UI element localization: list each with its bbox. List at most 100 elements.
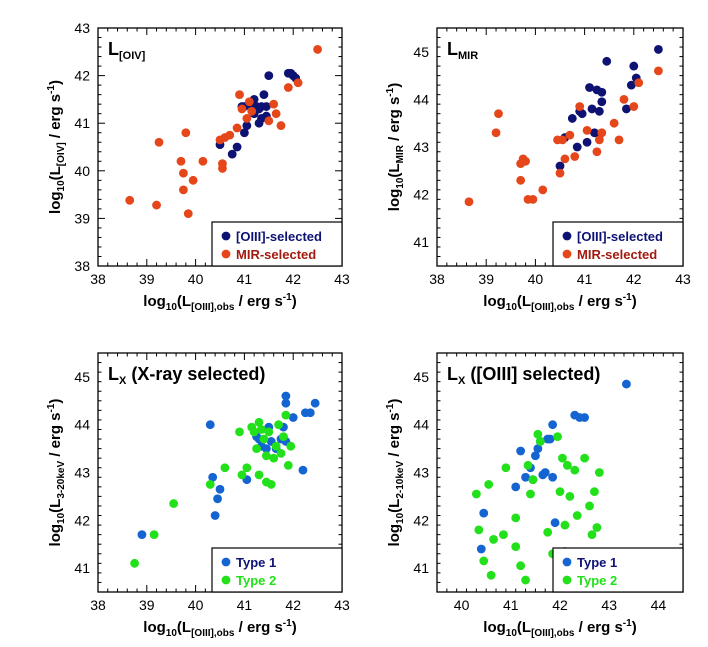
data-point — [587, 530, 597, 540]
data-point — [235, 427, 244, 437]
data-point — [279, 432, 288, 442]
data-point — [585, 501, 594, 511]
data-point — [548, 472, 558, 482]
x-tick-label: 42 — [285, 271, 301, 287]
data-point — [533, 429, 543, 439]
data-point — [169, 499, 179, 508]
legend-marker — [221, 231, 231, 241]
data-point — [283, 83, 293, 92]
x-tick-label: 39 — [478, 271, 494, 287]
data-point — [205, 420, 215, 430]
x-tick-label: 43 — [334, 271, 350, 287]
y-axis-label: log10(L[OIV] / erg s-1) — [46, 80, 67, 214]
x-tick-label: 43 — [334, 597, 350, 613]
data-point — [560, 154, 570, 164]
legend: Type 1 Type 2 — [211, 547, 343, 593]
data-point — [587, 104, 597, 114]
data-point — [152, 200, 161, 210]
data-point — [629, 61, 639, 71]
data-point — [602, 56, 612, 66]
data-point — [271, 109, 281, 119]
data-point — [476, 544, 486, 554]
data-point — [205, 480, 215, 489]
legend-label: MIR-selected — [236, 247, 316, 262]
data-point — [491, 128, 501, 138]
data-point — [582, 137, 592, 147]
data-point — [198, 156, 208, 166]
data-point — [281, 391, 291, 401]
data-point — [622, 379, 631, 389]
data-point — [218, 164, 227, 173]
x-tick-label: 43 — [675, 271, 691, 287]
data-point — [288, 413, 298, 422]
data-point — [276, 448, 286, 458]
legend-box — [552, 221, 684, 267]
data-point — [511, 542, 521, 551]
legend-marker — [562, 575, 572, 585]
data-point — [259, 90, 269, 100]
data-point — [528, 475, 538, 485]
data-point — [594, 468, 604, 477]
data-point — [244, 97, 254, 107]
data-point — [179, 168, 188, 178]
data-point — [540, 468, 550, 477]
x-tick-label: 41 — [503, 597, 519, 613]
y-tick-label: 41 — [74, 560, 90, 576]
x-axis-label: log10(L[OIII],obs / erg s-1) — [143, 292, 296, 313]
data-point — [130, 558, 140, 568]
data-point — [276, 121, 286, 130]
data-point — [629, 102, 639, 111]
data-point — [310, 398, 320, 408]
data-point — [247, 106, 257, 116]
data-point — [293, 78, 303, 88]
legend-label: Type 1 — [577, 555, 617, 570]
data-point — [240, 128, 249, 138]
data-point — [298, 465, 308, 475]
data-point — [252, 444, 261, 453]
x-tick-label: 42 — [552, 597, 568, 613]
data-point — [575, 102, 585, 111]
data-point — [516, 446, 526, 456]
series-2 — [130, 410, 296, 568]
data-point — [501, 463, 511, 473]
data-point — [261, 444, 271, 453]
data-point — [235, 90, 244, 100]
data-point — [511, 482, 521, 492]
x-tick-label: 42 — [626, 271, 642, 287]
panel-title: LMIR — [447, 39, 478, 62]
data-point — [215, 484, 225, 494]
x-tick-label: 41 — [577, 271, 593, 287]
data-point — [545, 434, 555, 444]
x-tick-label: 41 — [237, 597, 253, 613]
data-point — [567, 114, 577, 123]
x-tick-label: 38 — [429, 271, 445, 287]
data-point — [538, 185, 548, 195]
legend-label: Type 1 — [236, 555, 276, 570]
data-point — [269, 453, 279, 463]
data-point — [486, 570, 496, 580]
x-tick-label: 38 — [90, 271, 106, 287]
data-point — [249, 427, 259, 437]
data-point — [242, 463, 252, 473]
data-point — [254, 417, 264, 427]
data-point — [560, 520, 570, 530]
data-point — [550, 518, 560, 528]
data-point — [597, 97, 607, 107]
data-point — [484, 480, 494, 489]
legend-marker — [562, 249, 572, 259]
data-point — [622, 104, 631, 114]
data-point — [521, 575, 530, 585]
data-point — [149, 530, 159, 540]
data-point — [592, 523, 602, 532]
y-axis-label: log10(L3-20keV / erg s-1) — [46, 399, 67, 547]
data-point — [553, 432, 562, 442]
data-point — [654, 66, 663, 76]
data-point — [220, 463, 230, 473]
legend-label: Type 2 — [577, 573, 617, 588]
data-point — [494, 109, 503, 119]
data-point — [580, 413, 589, 422]
data-point — [188, 175, 198, 185]
data-point — [232, 142, 242, 152]
data-point — [479, 556, 489, 566]
legend-marker — [221, 249, 231, 259]
